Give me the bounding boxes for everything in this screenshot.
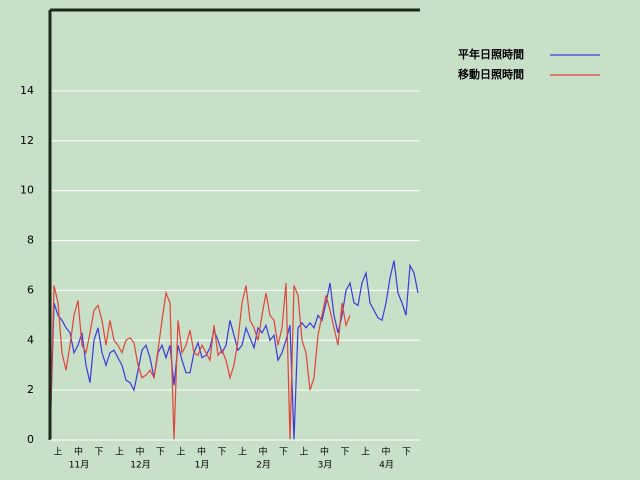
- x-tick-label: 中: [74, 446, 83, 458]
- x-tick-label: 上: [176, 447, 185, 458]
- month-label: 2月: [256, 460, 271, 471]
- y-tick-label: 10: [20, 184, 34, 197]
- x-tick-label: 中: [320, 446, 329, 458]
- x-tick-label: 下: [340, 448, 349, 458]
- x-tick-label: 上: [361, 447, 370, 458]
- y-tick-label: 2: [27, 383, 34, 396]
- x-tick-label: 下: [94, 448, 103, 458]
- x-tick-label: 中: [135, 446, 144, 458]
- month-label: 11月: [69, 460, 89, 471]
- x-tick-label: 下: [217, 448, 226, 458]
- x-tick-label: 上: [238, 447, 247, 458]
- series-line: [49, 260, 419, 441]
- legend-label: 移動日照時間: [458, 67, 524, 81]
- month-label: 1月: [195, 460, 210, 471]
- x-tick-label: 中: [258, 446, 267, 458]
- x-tick-label: 下: [156, 448, 165, 458]
- x-tick-label: 中: [197, 446, 206, 458]
- x-tick-label: 中: [381, 446, 390, 458]
- x-tick-label: 下: [279, 448, 288, 458]
- x-tick-label: 上: [299, 447, 308, 458]
- legend-label: 平年日照時間: [458, 47, 524, 61]
- y-tick-label: 0: [27, 433, 34, 446]
- x-tick-label: 上: [53, 447, 62, 458]
- y-tick-label: 8: [27, 234, 34, 247]
- y-tick-label: 6: [27, 283, 34, 296]
- month-label: 12月: [130, 460, 150, 471]
- y-tick-label: 4: [27, 333, 34, 346]
- x-tick-label: 上: [115, 447, 124, 458]
- month-label: 4月: [379, 460, 394, 471]
- y-tick-label: 12: [20, 134, 34, 147]
- x-tick-label: 下: [402, 448, 411, 458]
- month-label: 3月: [318, 460, 333, 471]
- y-tick-label: 14: [20, 84, 34, 97]
- series-line: [49, 282, 351, 441]
